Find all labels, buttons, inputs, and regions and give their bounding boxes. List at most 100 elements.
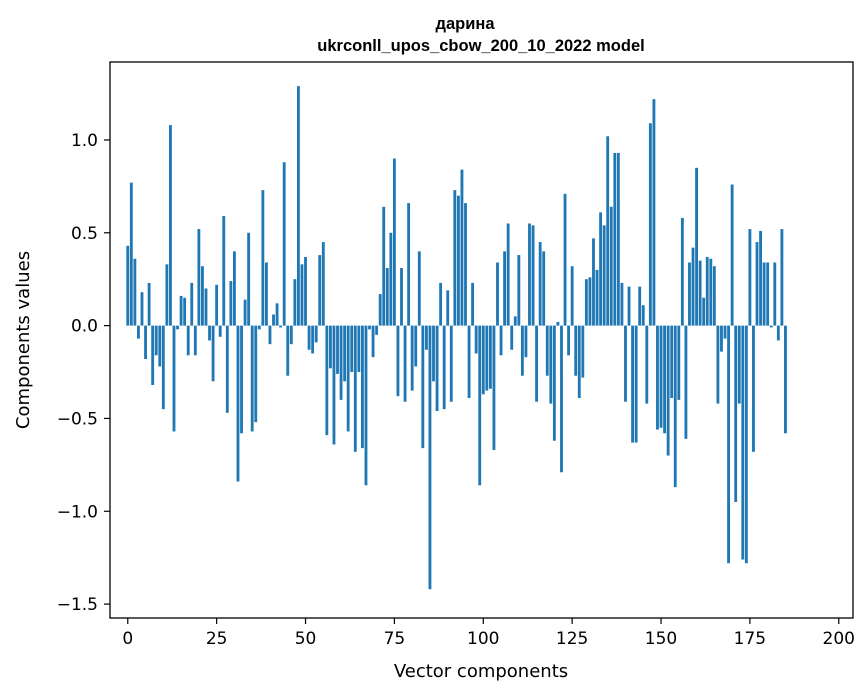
bar	[396, 325, 400, 397]
bar	[560, 325, 563, 473]
bar	[222, 216, 226, 326]
bar	[467, 325, 471, 399]
bar	[186, 325, 190, 356]
bar	[250, 325, 254, 432]
bar	[506, 223, 510, 326]
bar	[723, 325, 727, 339]
bar	[435, 325, 439, 412]
bar	[137, 325, 140, 339]
bar	[680, 217, 684, 326]
bar	[378, 294, 382, 326]
bar	[257, 325, 261, 330]
bars-group	[126, 86, 787, 590]
bar	[702, 297, 706, 326]
bar	[314, 325, 318, 343]
bar	[126, 245, 130, 326]
bar	[567, 325, 571, 356]
y-axis-ticks: −1.5 −1.0 −0.5 0.0 0.5 1.0	[57, 131, 110, 615]
bar	[289, 325, 293, 345]
bar	[520, 325, 524, 376]
bar	[403, 325, 407, 402]
bar	[233, 251, 236, 326]
bar	[741, 325, 745, 560]
x-tick-label: 150	[645, 629, 677, 649]
bar	[709, 258, 713, 326]
bar	[382, 206, 386, 326]
x-tick-label: 200	[823, 629, 855, 649]
bar	[684, 325, 688, 439]
bar	[776, 325, 780, 341]
bar	[677, 325, 681, 400]
bar	[392, 158, 396, 326]
x-tick-label: 0	[122, 629, 133, 649]
bar	[588, 277, 592, 326]
bar	[613, 152, 617, 326]
bar	[389, 232, 393, 326]
bar	[780, 229, 784, 326]
bar	[584, 279, 588, 326]
bar	[688, 262, 691, 326]
bar	[570, 266, 574, 326]
x-axis-ticks: 0 25 50 75 100 125 150 175 200	[122, 618, 855, 649]
bar	[538, 242, 542, 326]
bar	[627, 286, 631, 326]
bar	[631, 325, 635, 443]
chart-title: дарина	[435, 15, 495, 33]
bar	[769, 325, 773, 328]
bar	[229, 281, 233, 326]
x-tick-label: 75	[384, 629, 406, 649]
y-tick-label: −1.0	[57, 502, 98, 522]
bar	[755, 242, 759, 326]
bar	[474, 325, 478, 354]
bar	[552, 325, 556, 441]
bar	[524, 325, 528, 358]
bar	[346, 325, 350, 432]
bar	[424, 325, 428, 350]
bar	[357, 325, 361, 373]
bar	[339, 325, 343, 400]
bar	[488, 325, 492, 389]
y-tick-label: 0.0	[71, 317, 98, 337]
bar	[243, 299, 247, 326]
bar	[325, 325, 329, 436]
bar	[368, 325, 371, 330]
bar	[542, 251, 546, 326]
bar	[581, 325, 585, 378]
bar	[144, 325, 147, 360]
bar	[737, 325, 741, 404]
bar	[691, 247, 695, 326]
bar	[265, 262, 268, 326]
bar	[311, 325, 315, 354]
bar	[261, 190, 265, 326]
bar	[535, 325, 539, 402]
x-tick-label: 175	[734, 629, 766, 649]
bar	[752, 325, 755, 452]
bar	[652, 99, 656, 326]
bar	[272, 314, 275, 326]
bar	[456, 195, 460, 326]
bar	[225, 325, 229, 413]
bar	[698, 260, 702, 326]
bar	[300, 264, 304, 326]
bar	[439, 282, 443, 326]
bar	[748, 229, 752, 326]
x-tick-label: 50	[295, 629, 317, 649]
bar	[371, 325, 375, 358]
bar	[193, 325, 197, 356]
bar	[350, 325, 354, 373]
bar	[321, 242, 325, 326]
bar	[385, 268, 389, 326]
bar	[531, 225, 535, 326]
bar	[360, 325, 364, 449]
x-axis-label: Vector components	[394, 661, 568, 682]
bar	[218, 325, 222, 337]
bar	[428, 325, 432, 590]
y-tick-label: 1.0	[71, 131, 98, 151]
bar	[140, 292, 144, 326]
bar	[293, 279, 297, 326]
bar	[279, 325, 283, 328]
bar	[158, 325, 162, 367]
y-tick-label: 0.5	[71, 224, 98, 244]
bar	[712, 266, 716, 326]
bar	[599, 212, 603, 326]
